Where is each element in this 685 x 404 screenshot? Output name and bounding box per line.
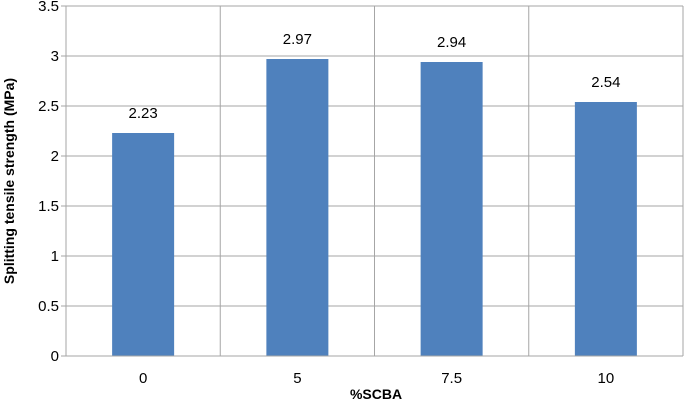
x-tick-labels: 0 5 7.5 10 [139, 370, 614, 387]
data-label: 2.54 [591, 74, 620, 91]
x-tick-label: 10 [598, 370, 615, 387]
bar-10 [574, 102, 637, 356]
y-tick-label: 1 [51, 248, 59, 265]
axes [61, 5, 683, 357]
data-labels: 2.23 2.97 2.94 2.54 [129, 31, 621, 122]
y-tick-label: 0 [51, 348, 59, 365]
y-tick-label: 3 [51, 48, 59, 65]
y-tick-label: 2 [51, 148, 59, 165]
x-axis-title: %SCBA [350, 386, 402, 402]
data-label: 2.23 [129, 105, 158, 122]
bar-5 [266, 59, 329, 356]
x-tick-label: 0 [139, 370, 147, 387]
x-tick-label: 5 [293, 370, 301, 387]
bar-0 [112, 133, 175, 356]
y-tick-label: 2.5 [38, 98, 59, 115]
x-tick-label: 7.5 [441, 370, 462, 387]
y-axis-title: Splitting tensile strength (MPa) [1, 78, 17, 284]
y-tick-labels: 0 0.5 1 1.5 2 2.5 3 3.5 [38, 0, 59, 365]
data-label: 2.97 [283, 31, 312, 48]
data-label: 2.94 [437, 34, 466, 51]
y-tick-label: 0.5 [38, 298, 59, 315]
y-tick-label: 1.5 [38, 198, 59, 215]
bar-7.5 [420, 62, 483, 356]
bars [112, 59, 637, 356]
y-tick-label: 3.5 [38, 0, 59, 15]
